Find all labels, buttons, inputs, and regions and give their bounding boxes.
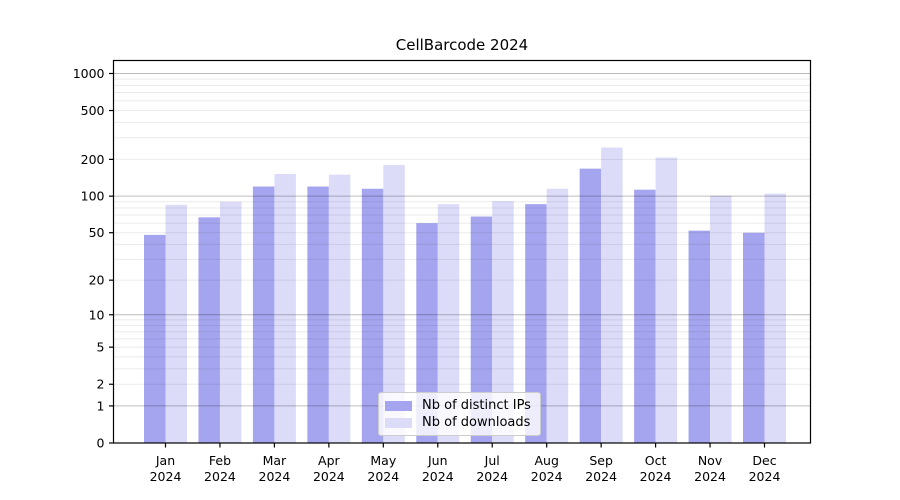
- bar-downloads-aug: [546, 188, 569, 443]
- x-tick-label-year-oct: 2024: [640, 469, 672, 484]
- x-tick-label-year-may: 2024: [367, 469, 399, 484]
- x-tick-label-year-feb: 2024: [204, 469, 236, 484]
- bar-distinct-ips-nov: [688, 230, 711, 443]
- bar-distinct-ips-dec: [743, 232, 765, 443]
- y-tick-label-0: 0: [97, 436, 105, 451]
- bar-distinct-ips-aug: [525, 204, 547, 443]
- x-tick-label-year-jul: 2024: [476, 469, 508, 484]
- bar-downloads-apr: [328, 174, 351, 443]
- x-tick-label-month-may: May: [370, 453, 396, 468]
- x-tick-label-month-mar: Mar: [263, 453, 287, 468]
- x-tick-label-year-nov: 2024: [694, 469, 726, 484]
- bar-distinct-ips-mar: [252, 186, 275, 443]
- bar-downloads-dec: [764, 193, 786, 443]
- x-tick-label-month-sep: Sep: [589, 453, 613, 468]
- bar-distinct-ips-may: [361, 188, 384, 443]
- x-tick-label-month-nov: Nov: [698, 453, 723, 468]
- legend: Nb of distinct IPs Nb of downloads: [378, 392, 541, 436]
- bar-distinct-ips-oct: [634, 189, 656, 443]
- bar-downloads-oct: [655, 157, 678, 443]
- y-tick-label-200: 200: [81, 152, 105, 167]
- y-tick-label-10: 10: [89, 307, 105, 322]
- legend-item-downloads: Nb of downloads: [385, 415, 532, 431]
- y-tick-label-100: 100: [81, 189, 105, 204]
- bar-downloads-may: [383, 164, 405, 443]
- x-tick-label-month-jun: Jun: [427, 453, 448, 468]
- x-tick-label-year-jan: 2024: [150, 469, 182, 484]
- y-tick-label-5: 5: [97, 340, 105, 355]
- legend-label-distinct-ips: Nb of distinct IPs: [422, 398, 531, 413]
- bar-distinct-ips-jun: [416, 223, 438, 443]
- bar-downloads-jul: [492, 201, 514, 443]
- x-tick-label-month-feb: Feb: [209, 453, 231, 468]
- y-tick-label-1: 1: [97, 398, 105, 413]
- bar-downloads-jun: [437, 204, 460, 443]
- x-tick-label-month-apr: Apr: [318, 453, 340, 468]
- y-tick-label-50: 50: [89, 225, 105, 240]
- x-tick-label-year-apr: 2024: [313, 469, 345, 484]
- bar-downloads-jan: [165, 204, 187, 443]
- x-tick-label-month-jan: Jan: [155, 453, 175, 468]
- bar-downloads-feb: [219, 201, 242, 443]
- legend-label-downloads: Nb of downloads: [422, 415, 531, 430]
- x-tick-label-year-jun: 2024: [422, 469, 454, 484]
- x-tick-label-month-oct: Oct: [645, 453, 667, 468]
- x-tick-label-month-aug: Aug: [534, 453, 558, 468]
- x-tick-label-year-dec: 2024: [749, 469, 781, 484]
- x-tick-label-month-dec: Dec: [752, 453, 776, 468]
- y-tick-label-1000: 1000: [73, 66, 105, 81]
- legend-swatch-distinct-ips: [385, 400, 412, 411]
- bar-distinct-ips-jul: [470, 216, 493, 443]
- x-tick-label-month-jul: Jul: [484, 453, 500, 468]
- legend-item-distinct-ips: Nb of distinct IPs: [385, 398, 532, 414]
- legend-swatch-downloads: [385, 417, 412, 428]
- y-tick-label-2: 2: [97, 377, 105, 392]
- bar-downloads-nov: [710, 195, 732, 443]
- bar-distinct-ips-feb: [198, 217, 220, 443]
- chart-title: CellBarcode 2024: [395, 36, 529, 54]
- bar-distinct-ips-sep: [579, 168, 602, 444]
- y-tick-label-20: 20: [89, 273, 105, 288]
- bar-downloads-mar: [274, 173, 296, 443]
- y-tick-label-500: 500: [81, 103, 105, 118]
- x-tick-label-year-sep: 2024: [585, 469, 617, 484]
- axes-box: [112, 59, 812, 444]
- x-tick-label-year-mar: 2024: [259, 469, 291, 484]
- bar-distinct-ips-jan: [144, 234, 166, 443]
- bar-downloads-sep: [601, 147, 623, 443]
- bar-distinct-ips-apr: [307, 186, 329, 443]
- x-tick-label-year-aug: 2024: [531, 469, 563, 484]
